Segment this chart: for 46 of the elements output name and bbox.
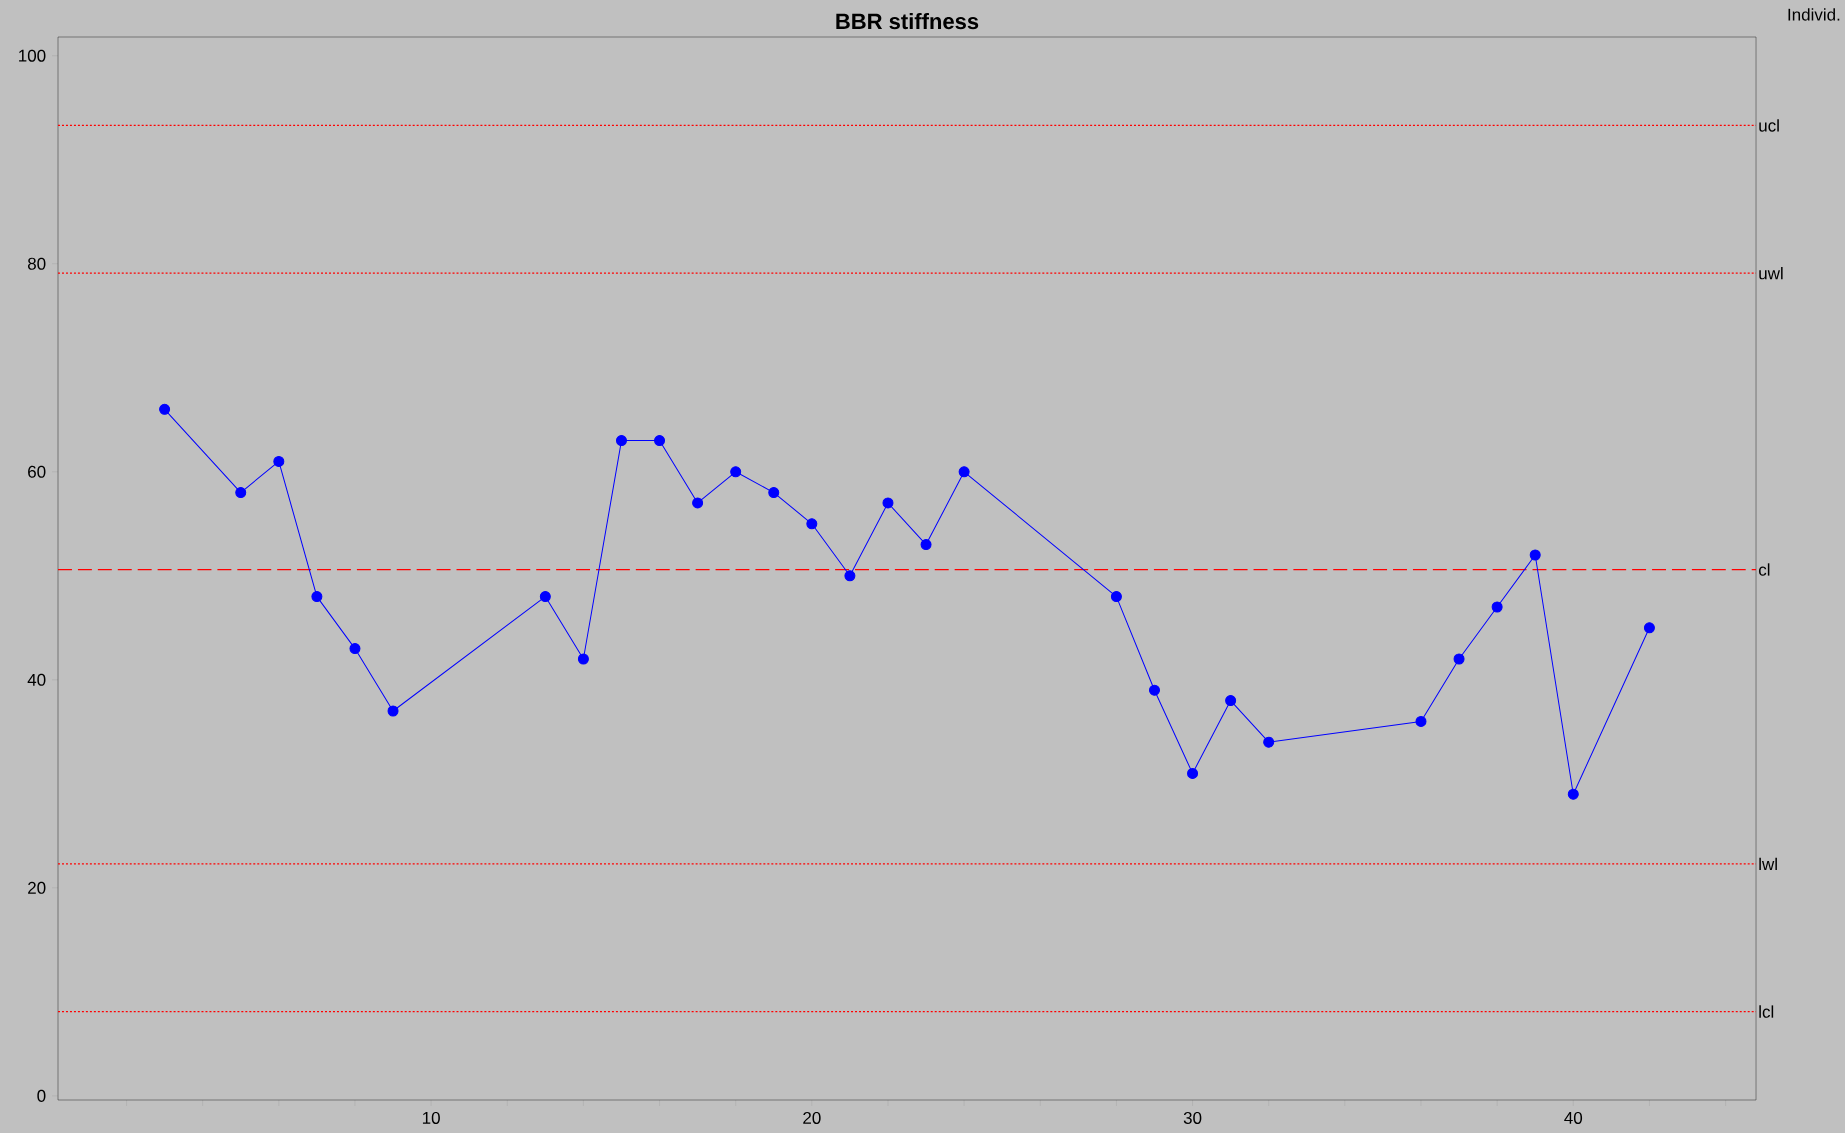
point: [1187, 767, 1199, 779]
point: [1643, 622, 1655, 634]
y-tick-label: 60: [28, 465, 46, 478]
point: [692, 497, 704, 509]
point: [1567, 788, 1579, 800]
point: [806, 518, 818, 530]
y-tick-label: 100: [19, 49, 46, 62]
y-tick-label: 80: [27, 257, 46, 270]
y-tick-label: 0: [37, 1089, 46, 1102]
point: [539, 591, 551, 603]
point: [273, 455, 285, 467]
x-tick-label: 20: [803, 1111, 821, 1124]
text: Individ.: [1788, 8, 1840, 21]
ref-line-label: lwl: [1759, 857, 1777, 871]
point: [1148, 684, 1160, 696]
y-tick-label: 20: [28, 881, 46, 894]
point: [920, 539, 932, 551]
point: [1415, 715, 1427, 727]
point: [311, 591, 323, 603]
point: [882, 497, 894, 509]
ref-line-label: uwl: [1759, 266, 1783, 280]
point: [1263, 736, 1275, 748]
ref-line-label: cl: [1758, 563, 1770, 576]
point: [387, 705, 399, 717]
point: [768, 487, 780, 499]
point: [958, 466, 970, 478]
point: [1529, 549, 1541, 561]
point: [615, 435, 627, 447]
point: [159, 403, 171, 415]
point: [730, 466, 742, 478]
point: [577, 653, 589, 665]
y-tick-label: 40: [27, 673, 46, 686]
point: [1491, 601, 1503, 613]
x-tick-label: 10: [422, 1111, 440, 1124]
point: [844, 570, 856, 582]
point: [1225, 695, 1237, 707]
ref-line-label: ucl: [1759, 119, 1779, 132]
ref-line-label: lcl: [1759, 1005, 1774, 1018]
point: [654, 435, 666, 447]
x-tick-label: 40: [1564, 1111, 1583, 1124]
x-tick-label: 30: [1183, 1111, 1202, 1124]
point: [1453, 653, 1465, 665]
chart-title: BBR stiffness: [836, 13, 979, 30]
point: [235, 487, 247, 499]
point: [1110, 591, 1122, 603]
point: [349, 643, 361, 655]
